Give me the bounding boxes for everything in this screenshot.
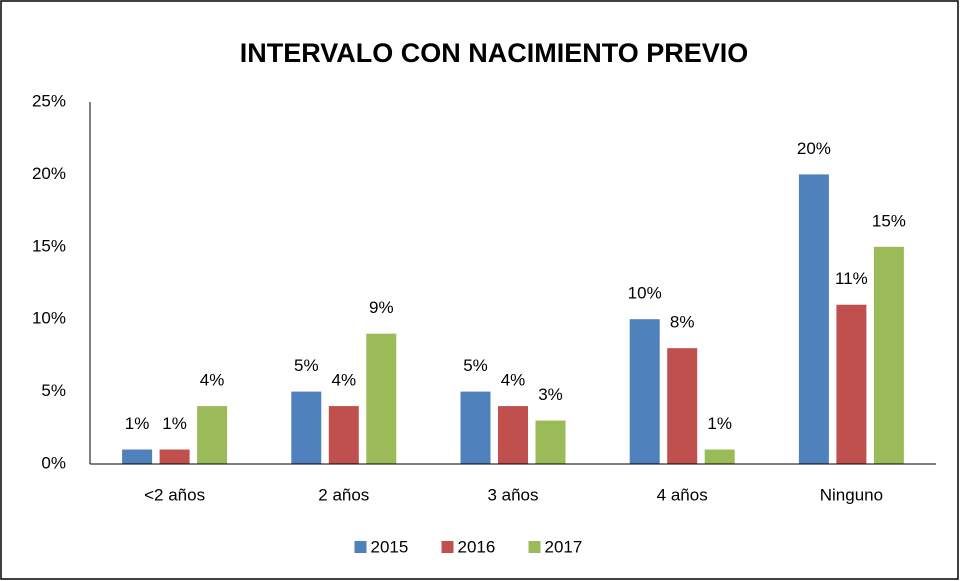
bar <box>873 246 904 464</box>
bar <box>498 406 528 464</box>
x-tick-label: 2 años <box>318 485 369 504</box>
bar <box>291 391 322 464</box>
legend-swatch <box>441 541 454 553</box>
bar <box>122 449 153 464</box>
x-tick-label: Ninguno <box>820 485 883 504</box>
bar <box>836 304 867 464</box>
value-label: 9% <box>369 298 394 317</box>
value-label: 11% <box>835 269 868 288</box>
bar <box>629 319 660 464</box>
y-tick-label: 20% <box>32 164 66 183</box>
bar <box>798 174 829 464</box>
value-label: 8% <box>670 313 695 332</box>
bar <box>159 449 190 464</box>
bar <box>704 449 735 464</box>
y-tick-label: 10% <box>32 309 66 328</box>
value-label: 4% <box>332 371 357 390</box>
bar <box>667 348 698 464</box>
y-tick-label: 0% <box>41 453 66 472</box>
value-label: 4% <box>501 371 526 390</box>
legend-swatch <box>354 541 367 553</box>
value-label: 3% <box>538 385 563 404</box>
value-label: 20% <box>797 139 831 158</box>
bar <box>535 420 566 464</box>
x-tick-label: 3 años <box>487 485 538 504</box>
legend-swatch <box>528 541 541 553</box>
legend-label: 2016 <box>458 537 496 556</box>
value-label: 5% <box>294 356 319 375</box>
value-label: 1% <box>162 414 187 433</box>
value-label: 4% <box>200 371 225 390</box>
y-tick-label: 15% <box>32 236 66 255</box>
bar <box>328 406 359 464</box>
bar <box>366 333 397 464</box>
value-label: 15% <box>872 211 906 230</box>
x-tick-label: 4 años <box>657 485 708 504</box>
bar <box>197 406 228 464</box>
y-tick-label: 25% <box>32 91 66 110</box>
bar <box>460 391 491 464</box>
value-label: 10% <box>628 284 662 303</box>
x-tick-label: <2 años <box>144 485 205 504</box>
y-tick-label: 5% <box>41 381 66 400</box>
value-label: 1% <box>707 414 732 433</box>
value-label: 5% <box>463 356 488 375</box>
chart-title: INTERVALO CON NACIMIENTO PREVIO <box>240 38 749 68</box>
legend-label: 2017 <box>545 537 583 556</box>
legend-label: 2015 <box>371 537 409 556</box>
value-label: 1% <box>125 414 150 433</box>
